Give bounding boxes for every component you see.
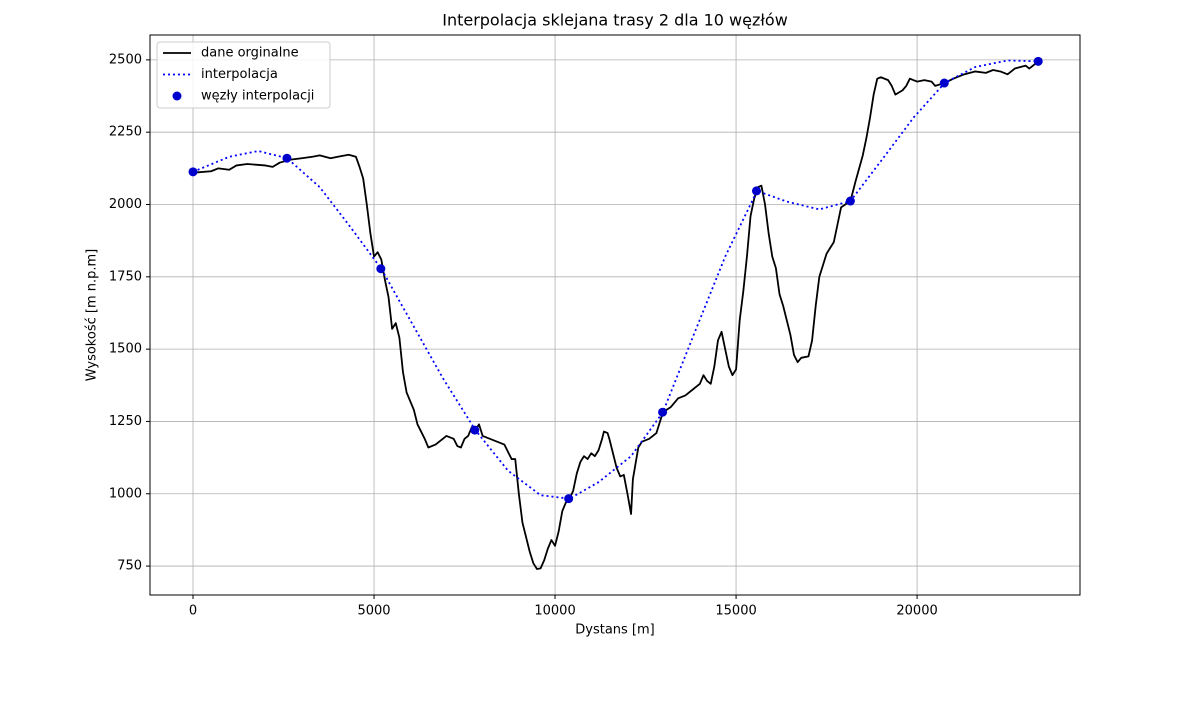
legend: dane orginalne interpolacja węzły interpol… [156, 41, 331, 109]
y-tick-label: 1000 [109, 486, 142, 501]
data-point [658, 407, 668, 417]
legend-label: węzły interpolacji [201, 89, 314, 104]
legend-label: dane orginalne [201, 46, 299, 61]
y-tick-label: 2250 [109, 125, 142, 140]
data-point [376, 264, 386, 274]
data-point [845, 196, 855, 206]
y-tick-label: 2500 [109, 52, 142, 67]
y-tick-label: 750 [117, 559, 142, 574]
x-axis-label: Dystans [m] [575, 623, 655, 638]
y-axis-label: Wysokość [m n.p.m] [85, 249, 100, 381]
y-tick-label: 1250 [109, 414, 142, 429]
legend-box [156, 41, 331, 109]
y-tick-label: 2000 [109, 197, 142, 212]
x-tick-label: 10000 [534, 604, 575, 619]
data-point [564, 494, 574, 504]
x-tick-label: 20000 [896, 604, 937, 619]
x-tick-label: 15000 [715, 604, 756, 619]
x-tick-label: 5000 [357, 604, 390, 619]
legend-marker [172, 91, 182, 101]
y-tick-label: 1500 [109, 342, 142, 357]
chart-title: Interpolacja sklejana trasy 2 dla 10 węz… [442, 11, 788, 30]
data-point [751, 186, 761, 196]
legend-label: interpolacja [201, 67, 278, 82]
data-point [188, 167, 198, 177]
y-tick-label: 1750 [109, 269, 142, 284]
data-point [470, 425, 480, 435]
data-line [192, 60, 1039, 570]
data-point [1033, 56, 1043, 66]
grid [150, 35, 1080, 595]
plot-frame [149, 34, 1081, 596]
x-tick-label: 0 [189, 604, 197, 619]
data-point [939, 78, 949, 88]
data-line [192, 59, 1039, 500]
data-point [282, 153, 292, 163]
